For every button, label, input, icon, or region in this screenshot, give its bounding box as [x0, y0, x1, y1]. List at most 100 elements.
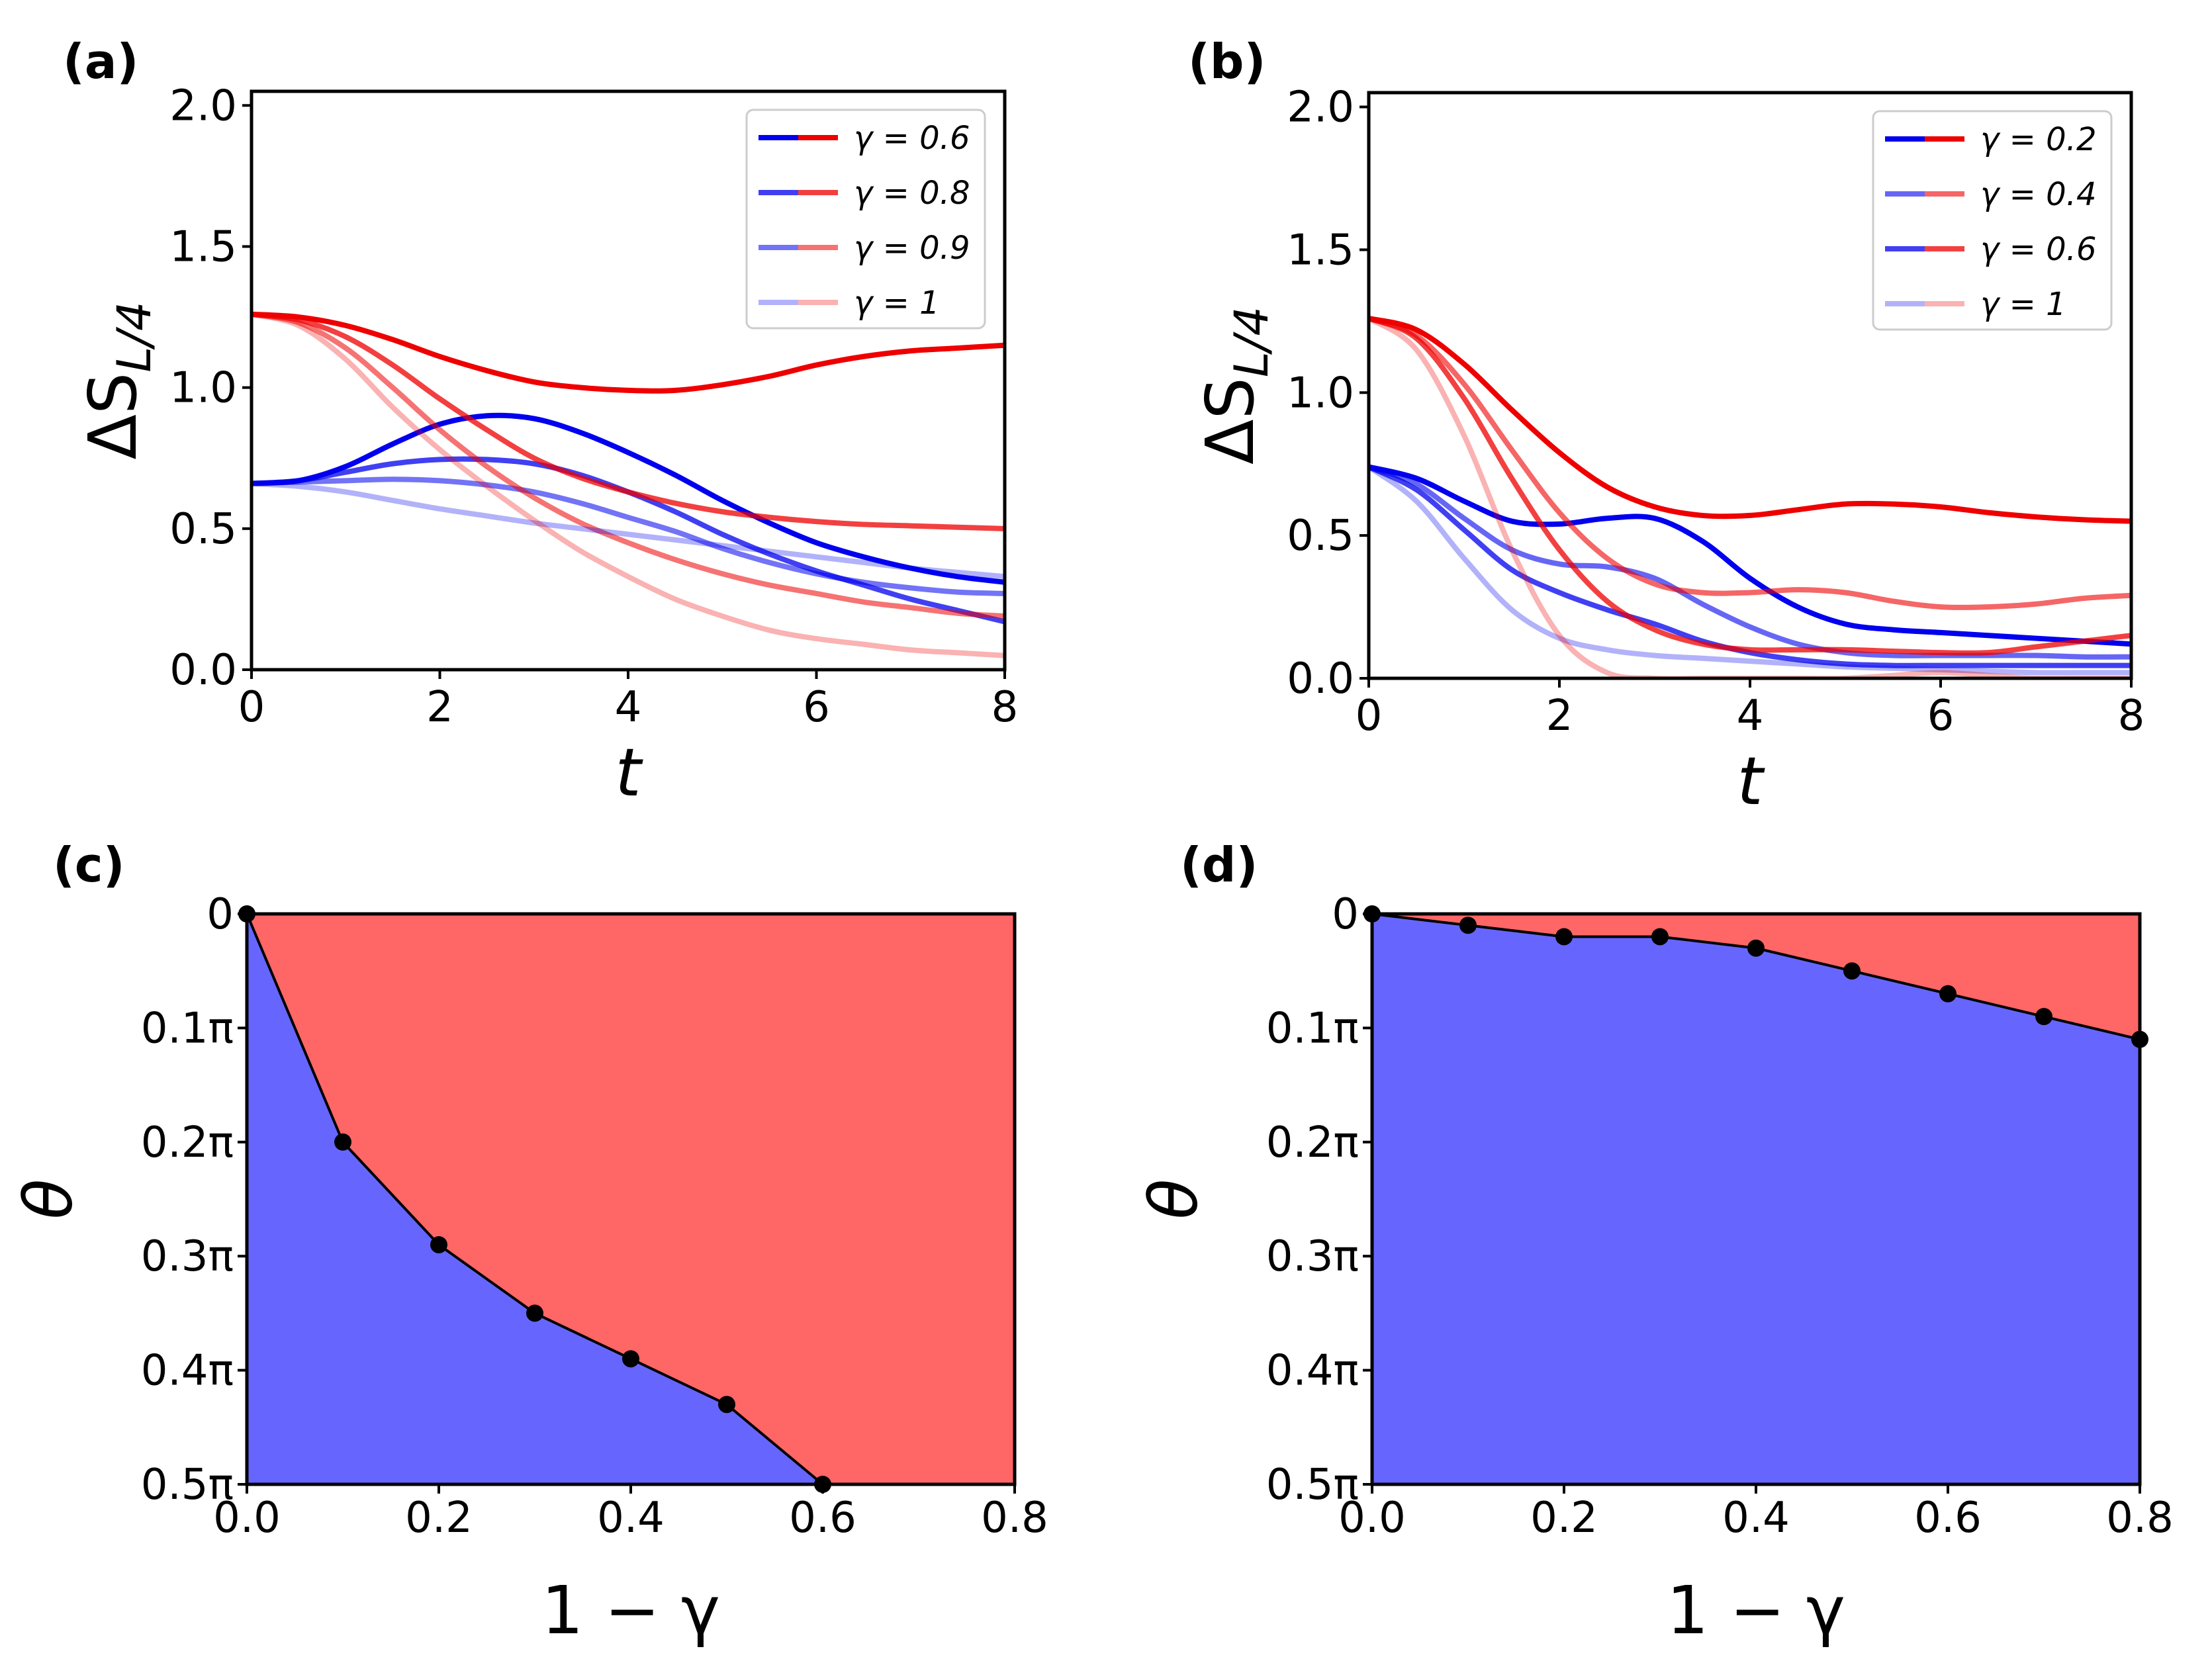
x-tick-label: 0: [238, 683, 265, 732]
series-line: [1369, 316, 2131, 524]
y-axis-label-group: ΔSL/4: [1191, 306, 1279, 465]
boundary-point: [1939, 985, 1957, 1003]
y-tick-label: 0.5π: [141, 1461, 234, 1509]
y-axis-label-group: ΔSL/4: [74, 301, 161, 459]
y-tick-label: 2.0: [1287, 83, 1354, 132]
series-line: [252, 311, 1005, 619]
x-tick-label: 0.6: [789, 1494, 856, 1543]
x-tick-label: 0.0: [213, 1494, 281, 1543]
y-axis-label-group: θ: [1135, 1179, 1213, 1219]
legend-label: γ = 0.4: [1980, 176, 2096, 213]
series-line: [1369, 316, 2131, 610]
y-tick-label: 1.0: [169, 364, 237, 413]
boundary-point: [1843, 962, 1861, 980]
panel-label: (d): [1180, 837, 1258, 893]
x-tick-label: 2: [426, 683, 453, 732]
legend-label: γ = 0.8: [854, 175, 970, 212]
x-tick-label: 0.2: [1530, 1494, 1598, 1543]
series-line: [252, 480, 1005, 580]
x-tick-label: 6: [803, 683, 830, 732]
x-tick-label: 0.0: [1338, 1494, 1406, 1543]
panel-label: (b): [1188, 34, 1266, 89]
y-tick-label: 1.0: [1287, 369, 1354, 418]
legend-label: γ = 1: [1980, 286, 2066, 323]
x-tick-label: 0.8: [2106, 1494, 2174, 1543]
y-tick-label: 0.5: [169, 505, 237, 554]
x-tick-label: 4: [1737, 692, 1764, 741]
x-tick-label: 6: [1927, 692, 1955, 741]
series-line: [1369, 464, 2131, 668]
boundary-point: [526, 1304, 543, 1322]
series-line: [252, 311, 1005, 394]
series-line: [252, 311, 1005, 531]
panel-label: (a): [63, 34, 138, 89]
x-tick-label: 0.2: [405, 1494, 473, 1543]
legend: γ = 0.6 γ = 0.8 γ = 0.9 γ = 1: [745, 109, 986, 330]
boundary-point: [1651, 928, 1669, 946]
y-axis-label: θ: [1135, 1179, 1213, 1219]
legend-label: γ = 0.6: [1980, 231, 2096, 268]
legend-label: γ = 0.6: [854, 120, 970, 157]
lower-region: [247, 914, 823, 1484]
legend-label: γ = 1: [854, 285, 940, 322]
panel-label: (c): [53, 837, 125, 893]
y-tick-label: 0.5: [1287, 512, 1354, 561]
legend-label: γ = 0.9: [854, 230, 970, 267]
series-line: [1369, 464, 2131, 660]
y-axis-label-main: ΔS: [74, 373, 152, 460]
series-group: [1369, 316, 2131, 678]
series-line: [1369, 316, 2131, 678]
y-tick-label: 0: [207, 890, 234, 939]
boundary-point: [2035, 1008, 2052, 1026]
panel-c: (c) 0.0 0.2 0.4 0.6 0.8 0 0.1π 0.2π 0.3π 0.4π 0.5π 1…: [10, 837, 1048, 1649]
x-tick-label: 4: [615, 683, 642, 732]
series-line: [1369, 464, 2131, 676]
boundary-point: [622, 1350, 639, 1368]
y-tick-label: 1.5: [1287, 226, 1354, 275]
lower-region: [1372, 914, 2140, 1484]
y-tick-label: 0.1π: [141, 1004, 234, 1053]
panel-d: (d) 0.0 0.2 0.4 0.6 0.8 0 0.1π 0.2π 0.3π 0.4π 0.5π 1…: [1135, 837, 2174, 1649]
legend-label: γ = 0.2: [1980, 121, 2096, 158]
boundary-point: [430, 1236, 447, 1253]
x-axis-label: t: [1737, 742, 1765, 820]
x-tick-label: 8: [991, 683, 1019, 732]
x-axis-label: t: [615, 734, 643, 811]
series-line: [1369, 316, 2131, 656]
x-tick-label: 8: [2118, 692, 2145, 741]
y-axis-label-main: ΔS: [1191, 377, 1269, 465]
y-tick-label: 0: [1332, 890, 1359, 939]
y-tick-label: 0.3π: [1266, 1232, 1359, 1281]
series-line: [252, 412, 1005, 585]
y-axis-label-sub: L/4: [107, 301, 161, 372]
series-line: [1369, 464, 2131, 647]
y-axis-label-sub: L/4: [1224, 306, 1279, 377]
boundary-point: [1555, 928, 1573, 946]
legend: γ = 0.2 γ = 0.4 γ = 0.6 γ = 1: [1872, 110, 2113, 331]
series-group: [252, 311, 1005, 658]
y-tick-label: 0.4π: [1266, 1347, 1359, 1396]
y-tick-label: 0.0: [1287, 654, 1354, 703]
y-tick-label: 0.2π: [141, 1118, 234, 1167]
y-axis-label: θ: [10, 1179, 87, 1219]
x-tick-label: 0: [1356, 692, 1383, 741]
y-tick-label: 2.0: [169, 81, 237, 130]
x-tick-label: 0.8: [981, 1494, 1048, 1543]
x-axis-label: 1 − γ: [1667, 1572, 1845, 1649]
x-tick-label: 0.4: [597, 1494, 665, 1543]
y-axis-label: ΔSL/4: [74, 301, 161, 459]
boundary-point: [1747, 939, 1765, 957]
y-axis-label: ΔSL/4: [1191, 306, 1279, 465]
y-tick-label: 0.5π: [1266, 1461, 1359, 1509]
x-axis-label: 1 − γ: [541, 1572, 720, 1649]
legend-box: [745, 109, 986, 330]
y-tick-label: 0.2π: [1266, 1118, 1359, 1167]
y-tick-label: 0.3π: [141, 1232, 234, 1281]
y-axis-label-group: θ: [10, 1179, 87, 1219]
x-tick-label: 2: [1546, 692, 1573, 741]
series-line: [252, 476, 1005, 596]
x-tick-label: 0.6: [1914, 1494, 1982, 1543]
